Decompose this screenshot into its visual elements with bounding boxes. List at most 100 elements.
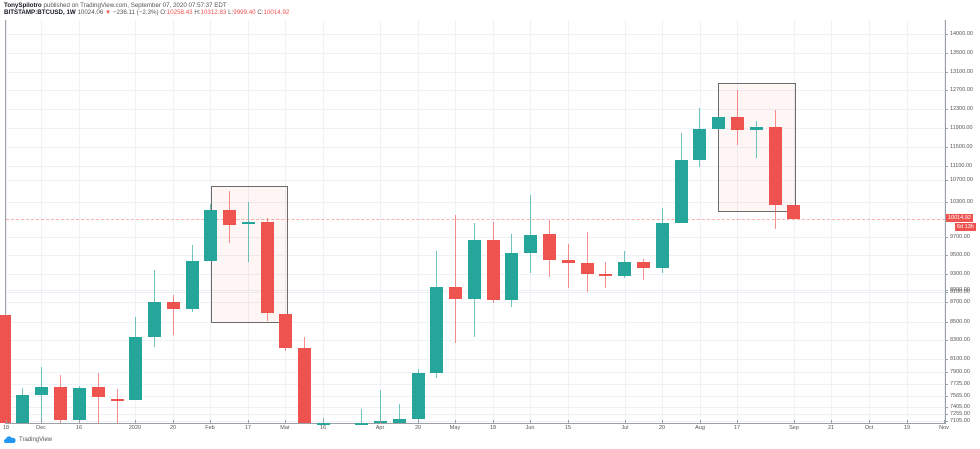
x-tick [210, 420, 211, 423]
candle-wick [399, 404, 400, 423]
candle-body[interactable] [468, 240, 481, 299]
tradingview-logo[interactable]: TradingView [4, 436, 52, 443]
v-gridline [831, 20, 832, 423]
h-gridline [6, 109, 945, 110]
candle-body[interactable] [242, 222, 255, 224]
v-gridline [907, 20, 908, 423]
candle-body[interactable] [0, 315, 11, 423]
candle-body[interactable] [524, 235, 537, 253]
candle-body[interactable] [693, 129, 706, 160]
candle-body[interactable] [204, 210, 217, 261]
x-axis-label: Feb [205, 425, 215, 431]
x-axis-label: 19 [903, 425, 911, 431]
candle-body[interactable] [675, 160, 688, 223]
x-tick [285, 420, 286, 423]
y-tick [945, 372, 948, 373]
candle-body[interactable] [54, 387, 67, 420]
y-axis-label: 9500.00 [950, 252, 970, 258]
v-gridline [41, 20, 42, 423]
y-axis-label: 8300.00 [950, 337, 970, 343]
candle-body[interactable] [35, 387, 48, 395]
candle-body[interactable] [167, 302, 180, 309]
h-gridline [6, 53, 945, 54]
author-name: TonySpilotro [4, 2, 42, 9]
x-tick [79, 420, 80, 423]
candle-body[interactable] [261, 222, 274, 313]
x-axis-label: 16 [75, 425, 83, 431]
candle-body[interactable] [731, 117, 744, 130]
y-axis-label: 8500.00 [950, 319, 970, 325]
candle-body[interactable] [505, 253, 518, 300]
candle-body[interactable] [16, 395, 29, 423]
h-gridline [6, 372, 945, 373]
candle-body[interactable] [92, 387, 105, 397]
h-gridline [6, 407, 945, 408]
candle-body[interactable] [599, 274, 612, 276]
x-axis-label: 20 [658, 425, 666, 431]
v-gridline [79, 20, 80, 423]
y-axis-label: 9700.00 [950, 234, 970, 240]
v-gridline [135, 20, 136, 423]
candle-body[interactable] [712, 117, 725, 129]
y-tick [945, 359, 948, 360]
candle-body[interactable] [750, 127, 763, 130]
y-tick [945, 302, 948, 303]
y-axis-label: 14000.00 [950, 31, 973, 37]
y-tick [945, 166, 948, 167]
candle-body[interactable] [223, 210, 236, 225]
candle-body[interactable] [562, 260, 575, 263]
candle-body[interactable] [543, 234, 556, 260]
candle-body[interactable] [412, 373, 425, 419]
y-tick [945, 384, 948, 385]
x-tick [944, 420, 945, 423]
candle-body[interactable] [449, 287, 462, 299]
published-text: published on TradingView.com, September … [43, 2, 227, 9]
y-tick [945, 237, 948, 238]
candle-wick [173, 295, 174, 335]
candle-body[interactable] [148, 302, 161, 337]
x-tick [794, 420, 795, 423]
candle-body[interactable] [279, 314, 292, 348]
y-axis-label: 10700.00 [950, 177, 973, 183]
candle-body[interactable] [618, 262, 631, 276]
candle-body[interactable] [298, 348, 311, 423]
h-gridline [6, 166, 945, 167]
x-axis-label: Jul [621, 425, 629, 431]
x-axis-label: Aug [695, 425, 705, 431]
candle-body[interactable] [637, 262, 650, 268]
v-gridline [737, 20, 738, 423]
tradingview-cloud-icon [4, 436, 16, 443]
h-gridline [6, 340, 945, 341]
candle-body[interactable] [487, 240, 500, 300]
price-axis[interactable] [945, 20, 980, 423]
x-axis-label: 20 [414, 425, 422, 431]
x-tick [737, 420, 738, 423]
last-price: 10024.06 [77, 9, 104, 16]
candle-body[interactable] [111, 399, 124, 401]
candle-body[interactable] [393, 419, 406, 423]
symbol-label: BITSTAMP:BTCUSD, 1W [4, 9, 76, 16]
candle-body[interactable] [129, 337, 142, 400]
chart-plot-area[interactable] [5, 20, 946, 424]
high-value: 10312.83 [200, 9, 227, 16]
close-value: 10014.92 [263, 9, 290, 16]
y-axis-label: 9100.00 [950, 289, 970, 295]
bar-countdown-tag: 6d 13h [955, 223, 976, 231]
candle-body[interactable] [73, 388, 86, 420]
h-gridline [6, 322, 945, 323]
candle-body[interactable] [656, 223, 669, 268]
x-axis-label: Nov [939, 425, 949, 431]
price-change: −236.11 (−2.3%) [112, 9, 159, 16]
x-tick [625, 420, 626, 423]
candle-body[interactable] [769, 127, 782, 205]
candle-body[interactable] [581, 263, 594, 274]
candle-body[interactable] [186, 261, 199, 309]
x-axis-label: Dec [36, 425, 46, 431]
candle-body[interactable] [317, 423, 330, 425]
y-tick [945, 414, 948, 415]
candle-body[interactable] [787, 205, 800, 219]
y-tick [945, 90, 948, 91]
candle-body[interactable] [355, 423, 368, 425]
candle-body[interactable] [430, 287, 443, 373]
x-axis-label: Sep [789, 425, 799, 431]
